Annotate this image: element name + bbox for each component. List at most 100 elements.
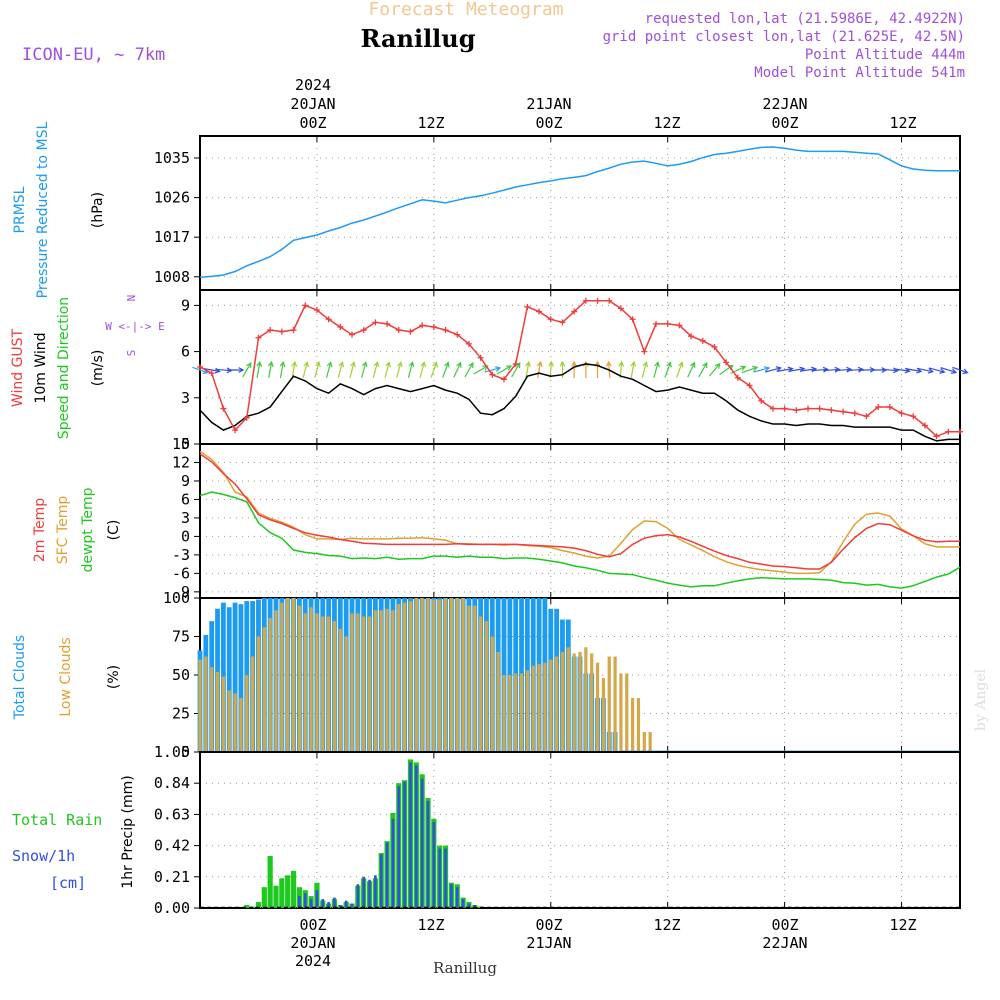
wind-arrow (708, 363, 721, 377)
gust-marker (723, 359, 730, 366)
wind-arrow-head (559, 360, 566, 367)
low-cloud-bar (549, 659, 553, 752)
wind-arrow-head (315, 361, 321, 368)
wind-arrow (473, 365, 488, 375)
gust-marker (524, 303, 531, 310)
low-cloud-bar (315, 613, 319, 752)
wind-arrow (641, 362, 647, 378)
gust-marker (781, 405, 788, 412)
low-cloud-bar (256, 636, 261, 752)
low-cloud-bar (344, 636, 348, 752)
gust-marker (313, 307, 320, 314)
y-tick-label: 1035 (154, 149, 190, 167)
gust-marker (910, 413, 917, 420)
gust-marker (465, 340, 472, 347)
top-hour-label: 00Z (771, 114, 798, 132)
wind-arrow-head (962, 368, 969, 375)
low-cloud-bar (502, 675, 506, 752)
low-cloud-bar (508, 675, 512, 752)
gust-marker (197, 364, 203, 370)
wind-arrow-head (752, 365, 759, 372)
snow-bar (432, 821, 436, 908)
snow-bar (467, 903, 471, 908)
top-hour-label: 12Z (889, 114, 916, 132)
low-cloud-bar (578, 651, 582, 752)
gust-marker (875, 404, 882, 411)
gust-marker (851, 410, 858, 417)
wind-arrow (203, 368, 220, 372)
wind-arrow (687, 362, 696, 378)
snow-bar (461, 899, 465, 908)
panel-frame (199, 751, 961, 909)
rain-bar (255, 902, 262, 908)
snow-label: Snow/1h (12, 847, 75, 865)
low-cloud-bar (572, 653, 576, 752)
wind-arrow (952, 366, 968, 374)
low-cloud-bar (514, 673, 518, 752)
rain-bar (244, 905, 250, 908)
gust-marker (559, 319, 566, 326)
snow-bar (415, 765, 418, 908)
snow-bar (368, 879, 371, 908)
snow-bar (397, 786, 401, 908)
y-tick-label: -3 (172, 546, 190, 564)
wind-arrow (846, 368, 863, 372)
bottom-year-label: 2024 (295, 952, 331, 970)
wind-arrow-head (763, 366, 771, 372)
gust-marker (419, 322, 426, 329)
bottom-hour-label: 00Z (299, 916, 326, 934)
wind-arrow-head (702, 361, 708, 369)
low-cloud-bar (297, 605, 301, 752)
low-cloud-bar (631, 698, 635, 752)
gust-marker (898, 410, 905, 417)
low-cloud-bar (613, 656, 617, 752)
wind-arrow (372, 362, 379, 378)
wind-arrow (291, 362, 296, 378)
gust-marker (769, 405, 776, 412)
wind-arrow-head (326, 361, 333, 368)
wind-arrow-head (666, 361, 672, 368)
pressure-label: PRMSL (12, 186, 28, 233)
low-cloud-bar (414, 598, 418, 752)
y-tick-label: 1.05 (154, 743, 190, 761)
low-cloud-bar (385, 608, 389, 752)
y-tick-label: -6 (172, 564, 190, 582)
wind-unit-label: (m/s) (90, 350, 106, 387)
y-tick-label: 9 (181, 472, 190, 490)
wind-arrow (349, 362, 355, 378)
gust-marker (407, 328, 414, 335)
low-cloud-bar (432, 599, 436, 752)
gust-marker (699, 337, 706, 344)
footer-location: Ranillug (433, 959, 497, 977)
low-cloud-bar (467, 605, 471, 752)
wind-arrow-head (950, 368, 958, 374)
snow-bar (356, 884, 360, 908)
model-altitude: Model Point Altitude 541m (754, 65, 965, 81)
credit-label: by Angel (973, 668, 989, 731)
gust-marker (325, 316, 332, 323)
low-cloud-bar (490, 636, 494, 752)
wind-arrow-head (226, 367, 233, 374)
low-clouds-label: Low Clouds (58, 637, 74, 716)
wind-desc-label: Speed and Direction (56, 297, 72, 439)
wind-arrow-head (536, 360, 543, 368)
low-cloud-bar (455, 598, 459, 752)
low-cloud-bar (426, 598, 430, 752)
gust-marker (454, 331, 461, 338)
gust-line (199, 300, 960, 438)
y-tick-label: 0 (181, 743, 190, 761)
wind-arrow (279, 362, 284, 378)
wind-arrow (928, 367, 945, 373)
bottom-date-label: 20JAN (290, 934, 335, 952)
wind-arrow (664, 362, 671, 378)
wind-arrow (525, 362, 530, 378)
low-cloud-bar (443, 598, 448, 752)
gust-marker (664, 320, 671, 327)
gust-marker (746, 382, 753, 389)
gust-marker (840, 408, 847, 415)
wind-arrow-head (256, 360, 263, 368)
gust-marker (793, 407, 800, 414)
low-cloud-bar (332, 621, 337, 752)
wind-arrow (302, 362, 308, 378)
low-cloud-bar (373, 610, 377, 752)
